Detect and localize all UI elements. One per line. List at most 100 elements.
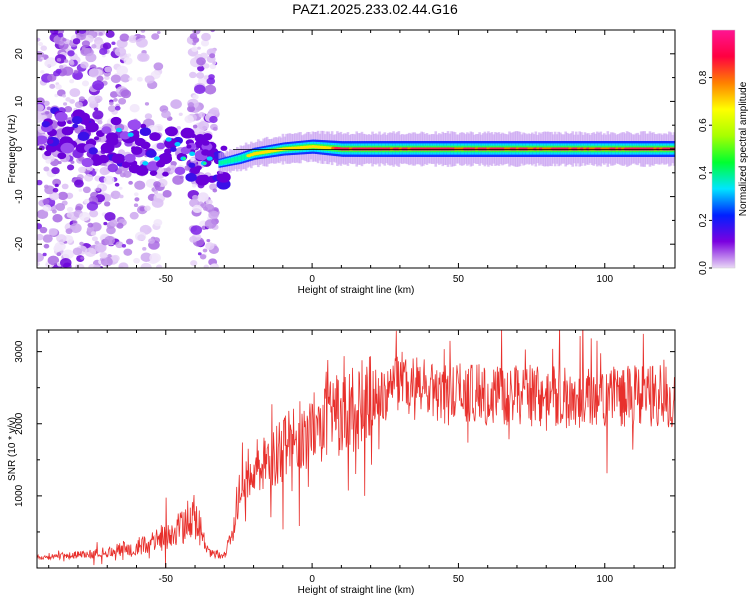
noise-blob	[202, 248, 208, 253]
noise-blob	[208, 210, 219, 220]
noise-blob	[50, 30, 59, 35]
noise-blob	[84, 174, 94, 182]
cluster-blob	[188, 162, 196, 168]
cluster-blob	[164, 148, 172, 155]
noise-blob	[74, 101, 83, 109]
noise-blob	[79, 211, 91, 222]
top-y-tick-label: 0	[14, 146, 25, 152]
cluster-blob	[195, 174, 210, 186]
cluster-blob	[149, 170, 158, 177]
noise-blob	[192, 37, 200, 43]
noise-blob	[42, 198, 50, 205]
noise-blob	[161, 110, 171, 119]
noise-blob	[97, 120, 103, 125]
noise-blob	[151, 33, 160, 40]
cluster-blob	[55, 111, 68, 122]
noise-blob	[149, 253, 161, 263]
noise-blob	[140, 30, 146, 33]
noise-blob	[53, 34, 65, 45]
cluster-core-blob	[182, 157, 186, 160]
noise-blob	[42, 252, 47, 257]
noise-blob	[37, 179, 43, 186]
noise-blob	[209, 115, 218, 123]
bottom-x-axis-label: Height of straight line (km)	[298, 585, 415, 596]
noise-blob	[86, 167, 91, 171]
noise-blob	[67, 120, 72, 125]
cluster-hot-blob	[174, 142, 181, 147]
noise-blob	[47, 73, 57, 82]
noise-blob	[37, 252, 44, 263]
noise-blob	[116, 222, 124, 229]
noise-blob	[95, 187, 101, 192]
noise-blob	[51, 167, 60, 175]
ridge-layer-green	[218, 161, 222, 166]
noise-blob	[91, 236, 98, 242]
noise-blob	[114, 105, 121, 111]
noise-blob	[81, 40, 90, 48]
cluster-blob	[157, 159, 165, 166]
noise-blob	[192, 183, 197, 188]
noise-blob	[47, 255, 60, 266]
cluster-blob	[180, 146, 191, 155]
noise-blob	[103, 201, 111, 207]
noise-blob	[190, 260, 198, 267]
cluster-blob	[92, 153, 100, 160]
colorbar-tick-label: 0.0	[698, 261, 709, 275]
noise-blob	[45, 158, 52, 164]
noise-blob	[151, 198, 164, 208]
noise-blob	[153, 218, 163, 227]
bottom-x-tick-label: 50	[453, 574, 465, 585]
noise-blob	[69, 79, 75, 84]
noise-blob	[197, 192, 209, 202]
noise-blob	[51, 209, 57, 214]
noise-blob	[65, 97, 71, 102]
noise-blob	[84, 247, 97, 257]
noise-blob	[86, 226, 95, 233]
noise-blob	[209, 183, 218, 191]
noise-blob	[98, 184, 103, 189]
noise-blob	[197, 46, 201, 50]
noise-blob	[43, 243, 50, 249]
noise-blob	[110, 74, 122, 84]
noise-blob	[121, 244, 127, 248]
noise-blob	[81, 80, 90, 87]
cluster-blob	[201, 139, 210, 146]
noise-blob	[88, 68, 101, 78]
noise-blob	[98, 32, 103, 36]
cluster-blob	[156, 142, 166, 150]
noise-blob	[197, 65, 205, 72]
noise-blob	[203, 264, 209, 268]
colorbar	[712, 30, 735, 268]
ridge-layer-green	[244, 154, 248, 160]
noise-blob	[54, 241, 66, 252]
noise-blob	[170, 99, 182, 109]
cluster-blob	[121, 161, 131, 168]
noise-blob	[48, 228, 58, 236]
noise-blob	[92, 80, 105, 91]
ridge-layer-green	[221, 160, 225, 165]
noise-blob	[123, 248, 133, 256]
noise-blob	[86, 201, 99, 211]
noise-blob	[140, 262, 152, 268]
noise-blob	[151, 144, 158, 150]
noise-blob	[178, 112, 183, 116]
ridge-layer-green	[220, 160, 223, 165]
ridge-layer-green	[236, 156, 239, 162]
cluster-core-blob	[203, 162, 207, 165]
spectral-ridge	[218, 130, 675, 174]
noise-blob	[88, 171, 93, 175]
colorbar-tick-label: 0.4	[698, 165, 709, 179]
cluster-blob	[101, 126, 112, 134]
noise-blob	[192, 124, 198, 129]
noise-blob	[69, 88, 81, 98]
noise-blob	[209, 48, 216, 54]
noise-blob	[74, 263, 85, 268]
noise-blob	[40, 70, 45, 74]
noise-blob	[204, 219, 217, 229]
cluster-blob	[85, 122, 99, 133]
cluster-blob	[195, 165, 202, 171]
cluster-blob	[162, 171, 169, 177]
noise-blob	[154, 124, 164, 132]
noise-blob	[107, 254, 112, 258]
top-x-tick-label: 0	[309, 274, 315, 285]
